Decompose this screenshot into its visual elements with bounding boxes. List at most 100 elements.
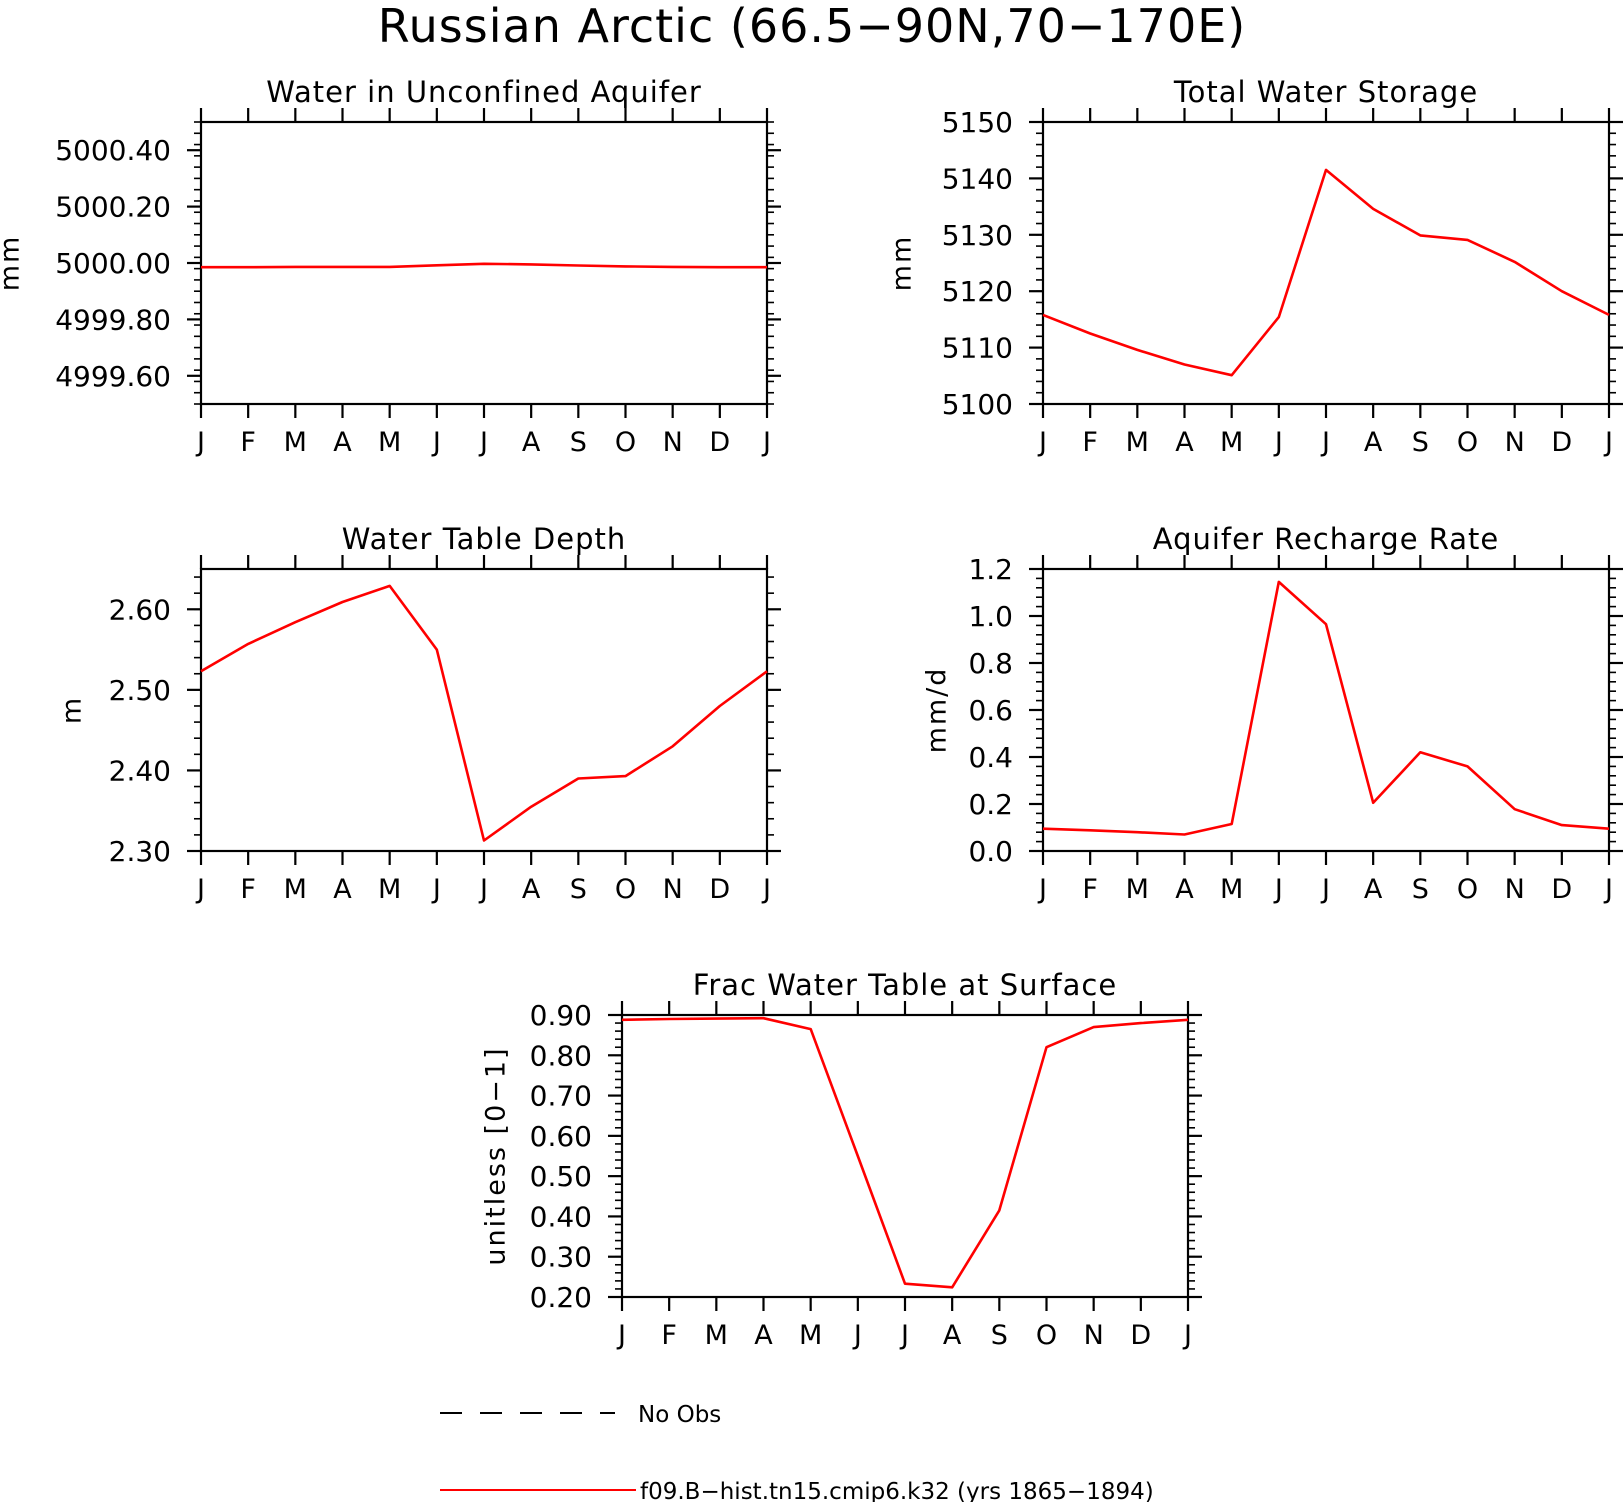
x-tick-label: M bbox=[284, 427, 307, 458]
x-tick-label: J bbox=[195, 427, 205, 458]
series-line bbox=[200, 584, 768, 842]
x-tick-label: A bbox=[1364, 427, 1383, 458]
x-tick-label: A bbox=[333, 427, 352, 458]
y-tick-label: 5120 bbox=[942, 275, 1013, 308]
legend-model-label: f09.B−hist.tn15.cmip6.k32 (yrs 1865−1894… bbox=[640, 1479, 1154, 1502]
x-tick-label: J bbox=[1603, 427, 1613, 458]
x-tick-label: J bbox=[478, 427, 488, 458]
x-tick-label: M bbox=[378, 874, 401, 905]
x-tick-label: A bbox=[1364, 874, 1383, 905]
x-tick-label: A bbox=[1175, 427, 1194, 458]
x-tick-label: M bbox=[378, 427, 401, 458]
x-tick-label: D bbox=[709, 874, 730, 905]
y-tick-label: 2.60 bbox=[109, 593, 171, 626]
plot-frame bbox=[620, 1013, 1190, 1299]
series-line bbox=[621, 1016, 1189, 1289]
chart-title: Frac Water Table at Surface bbox=[693, 968, 1117, 1002]
x-tick-label: O bbox=[1457, 874, 1478, 905]
x-tick-label: D bbox=[1551, 427, 1572, 458]
legend-obs-label: No Obs bbox=[638, 1402, 721, 1428]
figure-title: Russian Arctic (66.5−90N,70−170E) bbox=[378, 0, 1246, 53]
y-tick-label: 1.2 bbox=[968, 553, 1013, 586]
y-tick-label: 5140 bbox=[942, 162, 1013, 195]
x-tick-label: J bbox=[761, 427, 771, 458]
y-tick-label: 5000.00 bbox=[55, 247, 171, 280]
x-tick-label: J bbox=[478, 874, 488, 905]
x-tick-label: M bbox=[1126, 874, 1149, 905]
chart-title: Water in Unconfined Aquifer bbox=[266, 75, 702, 109]
x-tick-label: N bbox=[1505, 427, 1525, 458]
y-axis-label: mm bbox=[887, 235, 918, 292]
x-tick-label: J bbox=[616, 1320, 626, 1351]
x-tick-label: M bbox=[705, 1320, 728, 1351]
x-tick-label: N bbox=[663, 874, 683, 905]
x-tick-label: J bbox=[431, 874, 441, 905]
y-tick-label: 5110 bbox=[942, 332, 1013, 365]
x-tick-label: S bbox=[570, 874, 587, 905]
y-tick-label: 1.0 bbox=[968, 600, 1013, 633]
x-tick-label: J bbox=[1273, 874, 1283, 905]
y-tick-label: 0.6 bbox=[968, 694, 1013, 727]
x-tick-label: D bbox=[1551, 874, 1572, 905]
x-tick-label: A bbox=[1175, 874, 1194, 905]
legend: No Obs f09.B−hist.tn15.cmip6.k32 (yrs 18… bbox=[440, 1402, 1154, 1502]
x-tick-label: N bbox=[663, 427, 683, 458]
plot-frame bbox=[1041, 120, 1611, 406]
y-tick-label: 5100 bbox=[942, 388, 1013, 421]
chart-title: Total Water Storage bbox=[1173, 75, 1478, 109]
x-tick-label: M bbox=[799, 1320, 822, 1351]
x-tick-label: J bbox=[431, 427, 441, 458]
x-tick-label: J bbox=[761, 874, 771, 905]
series-line bbox=[1042, 580, 1610, 836]
y-tick-label: 0.4 bbox=[968, 741, 1013, 774]
y-tick-label: 0.80 bbox=[530, 1039, 592, 1072]
y-axis-label: unitless [0−1] bbox=[481, 1046, 512, 1265]
x-tick-label: J bbox=[852, 1320, 862, 1351]
x-tick-label: A bbox=[943, 1320, 962, 1351]
y-tick-label: 0.70 bbox=[530, 1080, 592, 1113]
y-tick-label: 5150 bbox=[942, 106, 1013, 139]
x-tick-label: J bbox=[1037, 874, 1047, 905]
x-tick-label: J bbox=[1603, 874, 1613, 905]
x-tick-label: F bbox=[1082, 874, 1098, 905]
x-tick-label: N bbox=[1084, 1320, 1104, 1351]
x-tick-label: J bbox=[1273, 427, 1283, 458]
y-tick-label: 0.50 bbox=[530, 1160, 592, 1193]
x-tick-label: J bbox=[1320, 427, 1330, 458]
y-tick-label: 2.50 bbox=[109, 674, 171, 707]
x-tick-label: F bbox=[240, 427, 256, 458]
x-tick-label: F bbox=[240, 874, 256, 905]
x-tick-label: F bbox=[1082, 427, 1098, 458]
series-line bbox=[201, 262, 767, 269]
x-tick-label: S bbox=[1412, 874, 1429, 905]
y-tick-label: 0.40 bbox=[530, 1200, 592, 1233]
x-tick-label: D bbox=[709, 427, 730, 458]
x-tick-label: A bbox=[522, 427, 541, 458]
x-tick-label: J bbox=[1182, 1320, 1192, 1351]
x-tick-label: O bbox=[615, 874, 636, 905]
x-tick-label: A bbox=[754, 1320, 773, 1351]
x-tick-label: M bbox=[1220, 874, 1243, 905]
x-tick-label: O bbox=[1457, 427, 1478, 458]
x-tick-label: A bbox=[522, 874, 541, 905]
y-tick-label: 0.2 bbox=[968, 788, 1013, 821]
x-tick-label: A bbox=[333, 874, 352, 905]
y-tick-label: 0.30 bbox=[530, 1241, 592, 1274]
y-tick-label: 0.60 bbox=[530, 1120, 592, 1153]
plot-frame bbox=[199, 567, 769, 853]
y-axis-label: mm bbox=[0, 235, 26, 292]
y-tick-label: 5000.40 bbox=[55, 134, 171, 167]
x-tick-label: S bbox=[570, 427, 587, 458]
y-tick-label: 4999.60 bbox=[55, 360, 171, 393]
x-tick-label: F bbox=[661, 1320, 677, 1351]
y-tick-label: 0.90 bbox=[530, 999, 592, 1032]
x-tick-label: D bbox=[1130, 1320, 1151, 1351]
y-tick-label: 0.0 bbox=[968, 835, 1013, 868]
y-tick-label: 0.8 bbox=[968, 647, 1013, 680]
chart-title: Water Table Depth bbox=[342, 522, 627, 556]
